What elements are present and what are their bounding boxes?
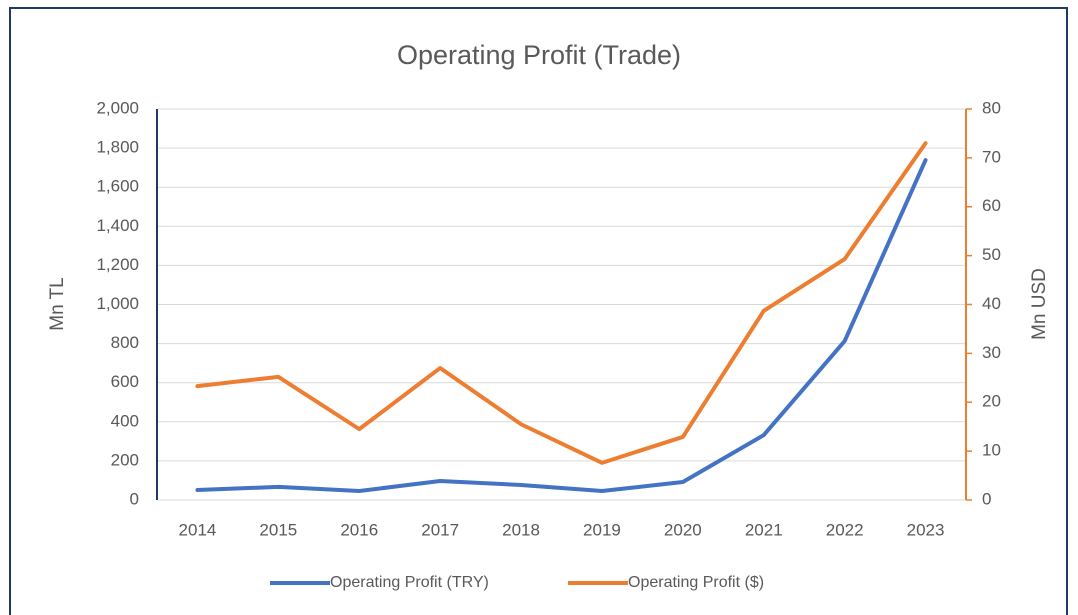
y2-axis-label: Mn USD [1029,268,1050,340]
y2-tick-label: 20 [982,392,1001,411]
y-tick-label: 0 [130,489,139,508]
x-tick-label: 2021 [745,520,783,539]
y-tick-label: 400 [111,411,139,430]
x-tick-label: 2018 [502,520,540,539]
x-tick-label: 2020 [664,520,702,539]
legend-label: Operating Profit ($) [628,574,764,591]
y-tick-label: 1,400 [96,216,139,235]
y-axis-label: Mn TL [47,277,68,331]
y-tick-label: 1,200 [96,255,139,274]
y-tick-label: 1,600 [96,177,139,196]
x-tick-label: 2015 [259,520,297,539]
series-line [195,158,928,494]
x-tick-label: 2017 [421,520,459,539]
series-line [195,141,928,465]
y-tick-label: 1,800 [96,138,139,157]
chart-title: Operating Profit (Trade) [397,40,681,70]
x-tick-label: 2022 [826,520,864,539]
y2-tick-label: 0 [982,489,991,508]
y2-tick-label: 30 [982,343,1001,362]
y-tick-label: 1,000 [96,294,139,313]
y2-tick-label: 80 [982,98,1001,117]
y-tick-label: 600 [111,372,139,391]
legend-label: Operating Profit (TRY) [330,574,489,591]
y-tick-label: 200 [111,450,139,469]
y-tick-label: 800 [111,333,139,352]
y2-tick-label: 70 [982,147,1001,166]
y-tick-label: 2,000 [96,98,139,117]
x-tick-label: 2019 [583,520,621,539]
x-tick-label: 2014 [179,520,217,539]
y2-tick-label: 40 [982,294,1001,313]
y2-tick-label: 60 [982,196,1001,215]
y2-tick-label: 50 [982,245,1001,264]
x-tick-label: 2016 [340,520,378,539]
y2-tick-label: 10 [982,441,1001,460]
x-tick-label: 2023 [907,520,945,539]
